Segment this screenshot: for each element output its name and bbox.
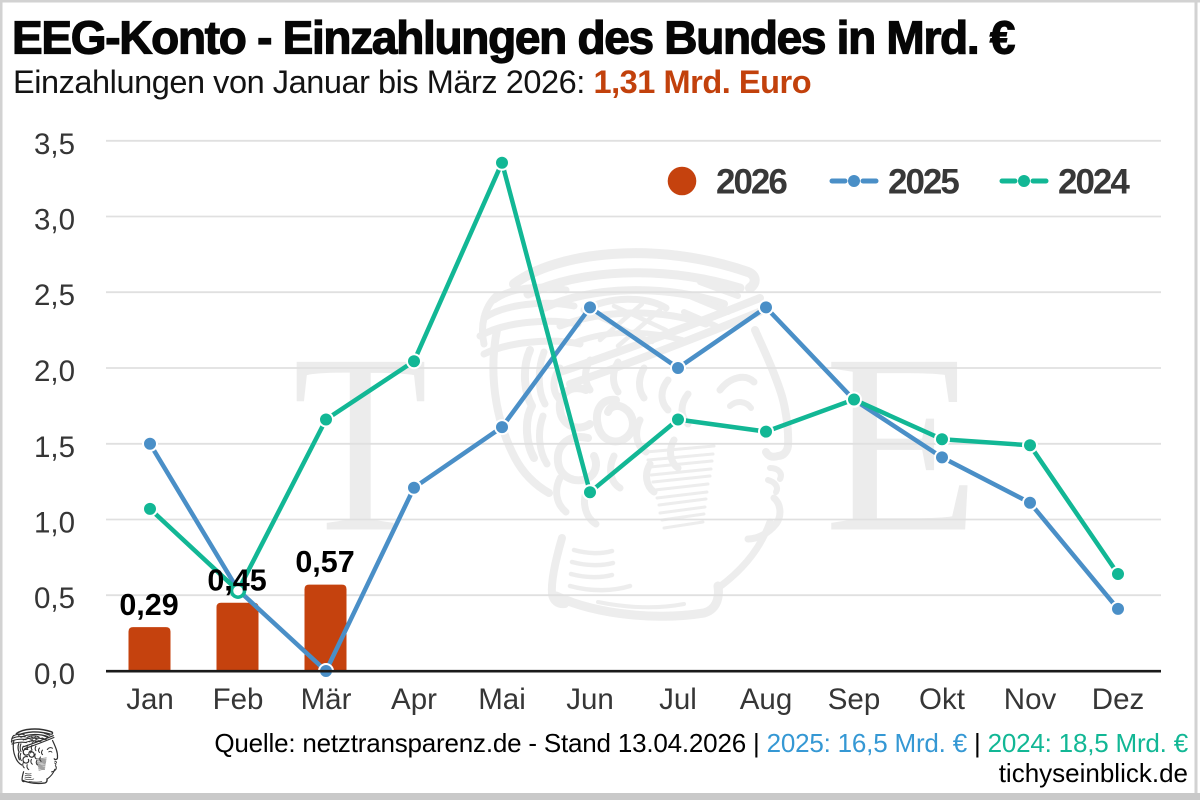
svg-text:Aug: Aug [740,683,793,716]
svg-text:Jun: Jun [566,683,614,716]
svg-text:Quelle: netztransparenz.de - S: Quelle: netztransparenz.de - Stand 13.04… [214,728,1188,758]
svg-text:0,0: 0,0 [34,658,75,691]
svg-text:3,5: 3,5 [34,128,75,161]
svg-text:0,29: 0,29 [119,588,178,622]
svg-text:2,0: 2,0 [34,355,75,388]
svg-text:Nov: Nov [1004,683,1057,716]
svg-text:1,0: 1,0 [34,507,75,540]
svg-text:Einzahlungen von Januar bis Mä: Einzahlungen von Januar bis März 2026: 1… [13,64,811,100]
svg-text:0,57: 0,57 [295,545,354,579]
svg-text:0,5: 0,5 [34,582,75,615]
svg-text:Dez: Dez [1092,683,1144,716]
svg-text:3,0: 3,0 [34,204,75,237]
svg-text:Sep: Sep [828,683,881,716]
svg-text:EEG-Konto - Einzahlungen des B: EEG-Konto - Einzahlungen des Bundes in M… [12,12,1015,64]
svg-text:Apr: Apr [391,683,437,716]
svg-text:2,5: 2,5 [34,279,75,312]
svg-text:2024: 2024 [1058,163,1130,202]
svg-text:Feb: Feb [213,683,264,716]
svg-text:Jul: Jul [659,683,697,716]
svg-text:1,5: 1,5 [34,431,75,464]
svg-text:Mär: Mär [301,683,352,716]
svg-text:0,45: 0,45 [207,564,266,598]
svg-text:Okt: Okt [919,683,965,716]
svg-text:Jan: Jan [126,683,174,716]
svg-text:Mai: Mai [478,683,526,716]
svg-text:tichyseinblick.de: tichyseinblick.de [999,758,1188,788]
svg-text:2025: 2025 [888,163,959,202]
svg-text:2026: 2026 [716,163,787,202]
